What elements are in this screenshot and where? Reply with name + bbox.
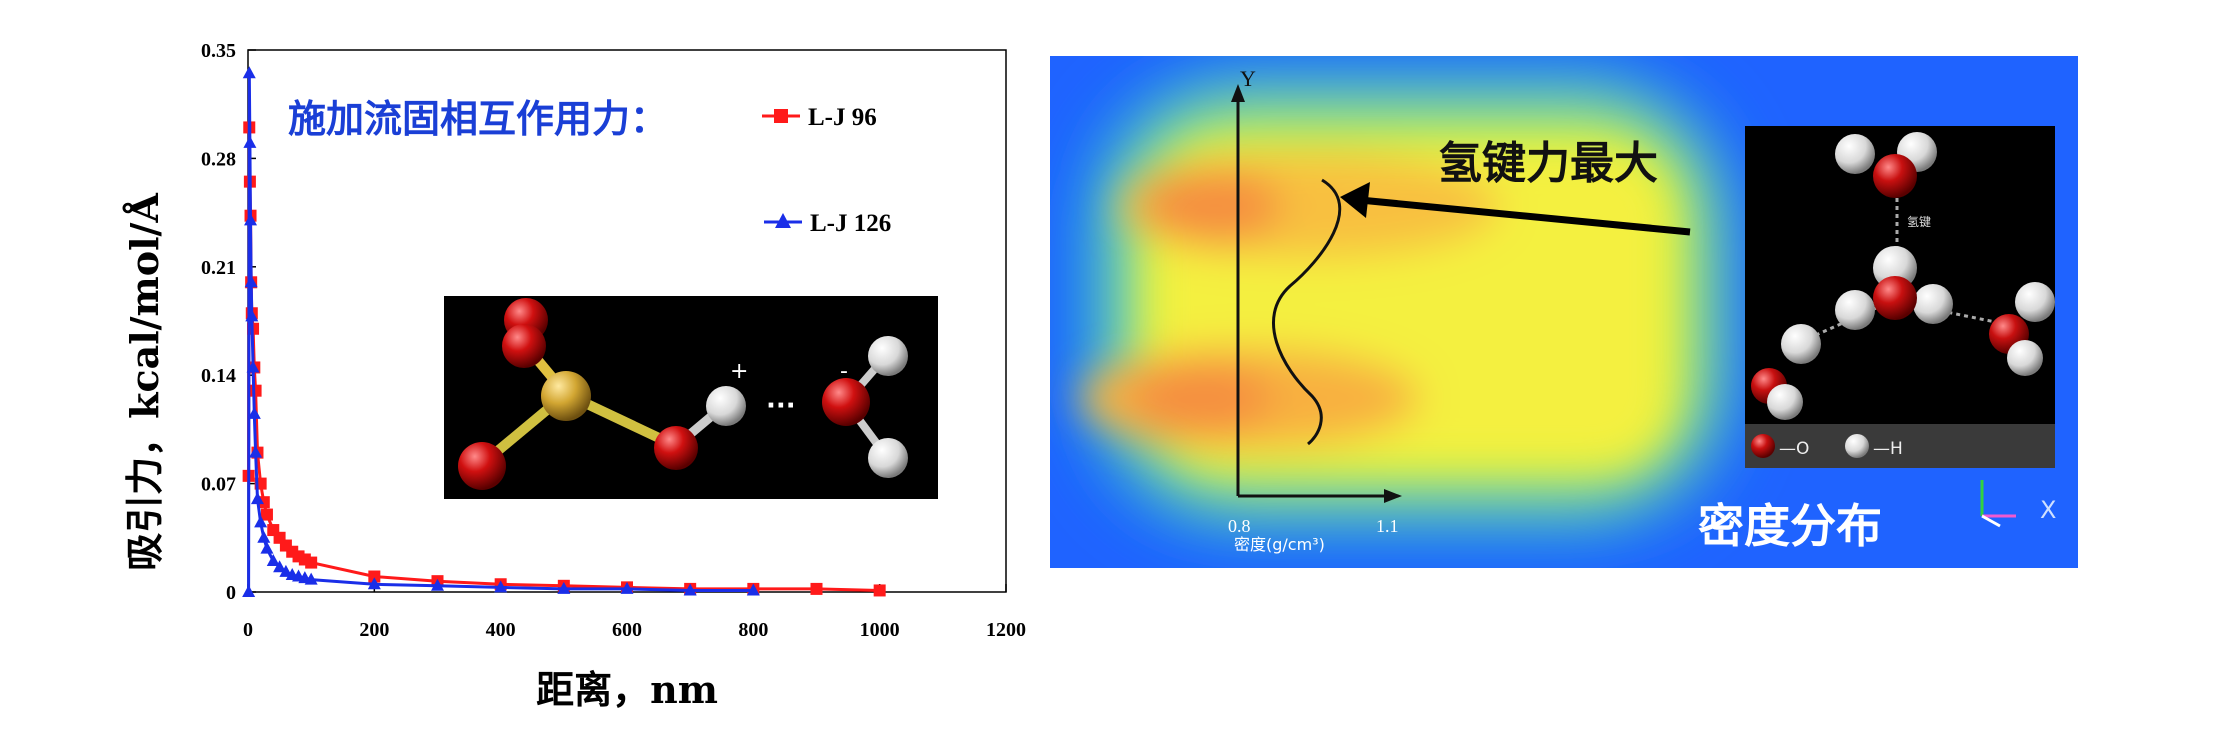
oxygen-atom (502, 324, 546, 368)
y-tick-label: 0 (226, 582, 236, 604)
data-point-lj126 (683, 583, 697, 596)
heat-x-axis-label: 密度(g/cm³) (1234, 535, 1325, 554)
data-point-lj126 (266, 554, 280, 567)
molecule-inset: + ··· - (444, 296, 938, 499)
series-layer (242, 66, 886, 597)
data-point-lj126 (494, 580, 508, 593)
data-point-lj96 (810, 582, 823, 595)
x-tick-label: 800 (738, 619, 768, 641)
data-point-lj96 (249, 384, 262, 397)
data-point-lj126 (273, 560, 287, 573)
x-tick-label: 400 (486, 619, 516, 641)
x-tick-label: 200 (359, 619, 389, 641)
data-point-lj126 (431, 578, 444, 591)
oxygen-atom (458, 442, 506, 490)
heat-y-arrow (1231, 84, 1245, 102)
data-point-lj96 (368, 570, 381, 583)
minus-sign: - (840, 359, 848, 384)
data-point-lj126 (304, 572, 318, 585)
density-heatmap-svg: Y 0.8 1.1 密度(g/cm³) 氢键力最大 密度分布 X 氢键 (1050, 56, 2078, 568)
legend-marker-lj96 (774, 109, 788, 123)
y-tick-label: 0.28 (201, 148, 236, 170)
density-distribution-label: 密度分布 (1698, 499, 1882, 553)
data-point-lj126 (367, 577, 381, 590)
legend-label-lj126: L-J 126 (810, 210, 891, 237)
oxygen-atom (654, 426, 698, 470)
data-point-lj126 (257, 530, 271, 543)
heat-x-tick-right: 1.1 (1376, 516, 1399, 536)
data-point-lj96 (260, 508, 273, 521)
data-point-lj126 (250, 492, 264, 505)
data-point-lj126 (249, 445, 263, 458)
data-point-lj126 (242, 66, 256, 79)
data-point-lj126 (246, 360, 260, 373)
y-tick-label: 0.07 (201, 474, 236, 496)
data-point-lj126 (260, 541, 274, 554)
molecule-inset-svg: + ··· - (458, 298, 908, 490)
legend-hydrogen-dot (1845, 434, 1869, 458)
water-cluster-inset: 氢键 —O —H (1745, 126, 2055, 468)
legend-hydrogen-text: —H (1873, 439, 1903, 459)
pointer-arrow (1359, 196, 1691, 236)
water-inset-legend-bar (1745, 424, 2055, 468)
data-point-lj126 (254, 515, 268, 528)
legend-oxygen-text: —O (1779, 439, 1809, 459)
triad-z (1981, 514, 2001, 528)
heat-y-label: Y (1240, 66, 1256, 91)
data-point-lj126 (244, 275, 258, 288)
hydrogen-atom (868, 336, 908, 376)
x-axis-title: 距离，nm (536, 667, 718, 712)
y-axis-ticks: 0 0.07 0.14 0.21 0.28 0.35 (201, 40, 256, 604)
hydrogen-atom (868, 438, 908, 478)
pointer-arrow-head (1340, 182, 1370, 218)
sulfur-atom (541, 371, 591, 421)
legend-oxygen-dot (1751, 434, 1775, 458)
oxygen-atom (822, 378, 870, 426)
y-tick-label: 0.21 (201, 257, 236, 279)
oxygen-atom (1873, 276, 1917, 320)
y-tick-label: 0.35 (201, 40, 236, 62)
heat-x-tick-left: 0.8 (1228, 516, 1251, 536)
data-point-lj126 (247, 406, 261, 419)
heat-x-arrow (1384, 489, 1402, 503)
heat-hotspots (1080, 146, 1670, 466)
x-axis-ticks: 0 200 400 600 800 1000 1200 (243, 584, 1026, 641)
data-point-lj96 (305, 556, 318, 569)
annotation-title: 施加流固相互作用力： (288, 97, 668, 141)
y-axis-title: 吸引力，kcal/mol/Å (122, 193, 167, 571)
data-point-lj126 (746, 583, 760, 596)
plus-sign: + (730, 359, 748, 384)
y-tick-label: 0.14 (201, 365, 236, 387)
oxygen-atom (1873, 154, 1917, 198)
data-point-lj126 (557, 581, 571, 594)
x-tick-label: 0 (243, 619, 253, 641)
data-point-lj126 (620, 581, 634, 594)
hbond-dots: ··· (766, 391, 796, 421)
hbond-max-label: 氢键力最大 (1438, 138, 1658, 189)
x-tick-label: 1200 (986, 619, 1026, 641)
data-point-lj126 (243, 135, 257, 148)
hydrogen-atom (706, 386, 746, 426)
triad-x-letter: X (2040, 496, 2056, 524)
data-point-lj126 (245, 309, 259, 322)
legend: L-J 96 L-J 126 (762, 104, 891, 237)
density-profile-curve (1272, 178, 1342, 446)
legend-label-lj96: L-J 96 (808, 104, 877, 131)
data-point-lj96 (873, 584, 886, 597)
legend-marker-lj126 (775, 213, 791, 228)
hbond-small-label: 氢键 (1907, 214, 1931, 229)
data-point-lj126 (244, 213, 258, 226)
density-heatmap-panel: Y 0.8 1.1 密度(g/cm³) 氢键力最大 密度分布 X 氢键 (1050, 56, 2078, 568)
data-point-lj126 (242, 585, 256, 597)
x-tick-label: 600 (612, 619, 642, 641)
x-tick-label: 1000 (860, 619, 900, 641)
